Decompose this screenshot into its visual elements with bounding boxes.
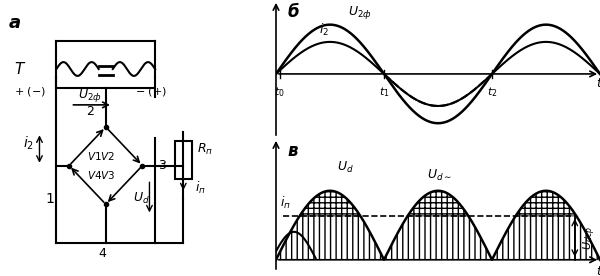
Text: $t_2$: $t_2$: [487, 85, 497, 99]
Text: $t_0$: $t_0$: [274, 85, 285, 99]
Text: $U_{d\sim}$: $U_{d\sim}$: [427, 168, 452, 183]
Text: $\bfit{а}$: $\bfit{а}$: [8, 14, 22, 32]
Text: $U_d$: $U_d$: [133, 191, 149, 206]
Text: $U_{2ф}$: $U_{2ф}$: [348, 4, 372, 21]
Text: $\bfit{в}$: $\bfit{в}$: [287, 142, 299, 160]
Text: $U_d$: $U_d$: [337, 160, 354, 175]
Text: $i_п$: $i_п$: [194, 180, 205, 196]
Text: $+\ (-)$: $+\ (-)$: [14, 84, 46, 98]
Text: $\bfit{б}$: $\bfit{б}$: [287, 2, 299, 22]
Text: $i_п$: $i_п$: [280, 195, 290, 211]
Text: $1$: $1$: [45, 192, 55, 206]
Text: $t$: $t$: [596, 266, 600, 276]
Text: $V1V2$: $V1V2$: [88, 150, 116, 162]
Text: $t_1$: $t_1$: [379, 85, 389, 99]
Text: $T$: $T$: [14, 61, 26, 77]
Text: $-\ (+)$: $-\ (+)$: [136, 84, 167, 98]
Text: $t$: $t$: [596, 77, 600, 90]
Text: $V4V3$: $V4V3$: [87, 169, 116, 181]
Text: $U_{dср}$: $U_{dср}$: [582, 226, 598, 250]
Text: $i_2$: $i_2$: [23, 135, 34, 152]
Text: $U_{2ф}$: $U_{2ф}$: [79, 87, 102, 104]
Text: $3$: $3$: [158, 159, 167, 172]
Text: $2$: $2$: [86, 105, 95, 118]
Text: $R_п$: $R_п$: [197, 142, 214, 156]
FancyBboxPatch shape: [175, 141, 192, 179]
Text: $i_2$: $i_2$: [319, 22, 329, 38]
Text: $4$: $4$: [98, 247, 107, 261]
